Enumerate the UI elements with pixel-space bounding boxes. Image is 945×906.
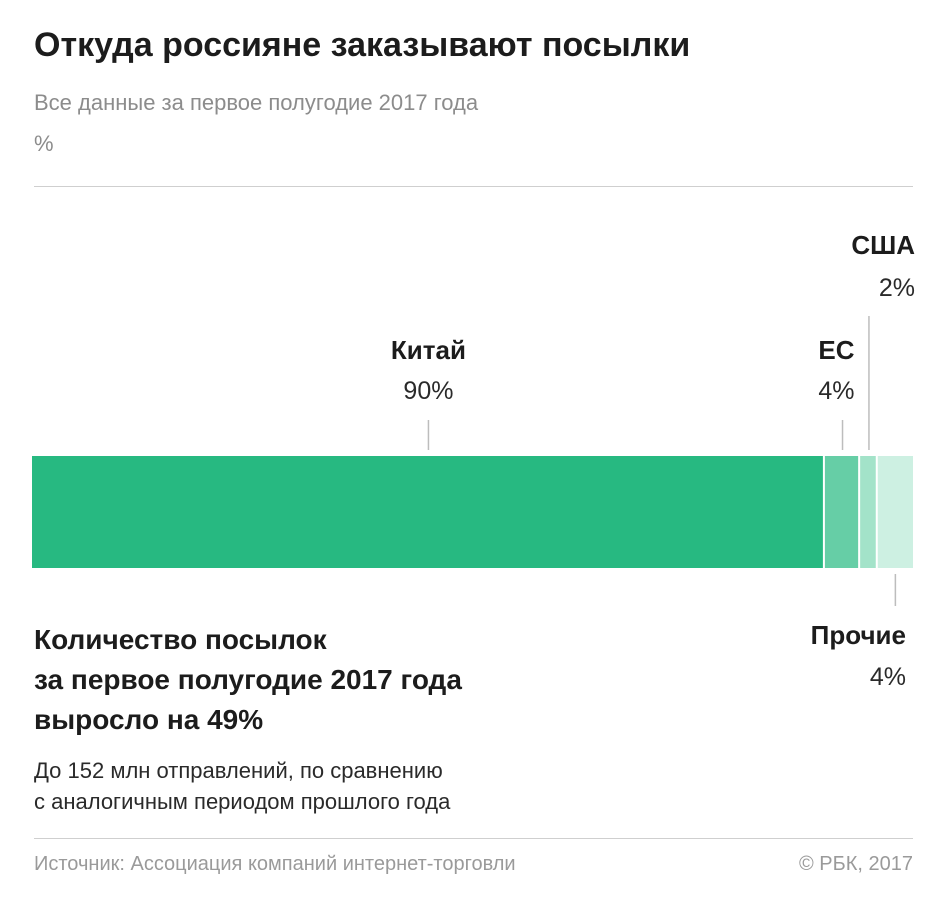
growth-description-line-2: с аналогичным периодом прошлого года [34,789,451,814]
bar-seg-3 [860,456,876,568]
growth-headline-line-2: за первое полугодие 2017 года [34,664,462,695]
segment-value-seg-2: 4% [818,377,854,405]
bottom-divider [34,838,913,839]
growth-headline: Количество посылок за первое полугодие 2… [34,620,462,740]
segment-name-seg-3: США [851,230,915,260]
segment-name-seg-4: Прочие [811,620,906,650]
chart-title: Откуда россияне заказывают посылки [34,26,691,64]
stacked-bar-chart: Китай 90% ЕС 4% США 2% Прочие 4% [32,230,915,691]
top-divider [34,186,913,187]
growth-description-line-1: До 152 млн отправлений, по сравнению [34,758,443,783]
segment-name-seg-1: Китай [391,335,466,365]
growth-headline-line-3: выросло на 49% [34,704,264,735]
growth-description: До 152 млн отправлений, по сравнению с а… [34,755,450,817]
bar-seg-4 [877,456,913,568]
segment-value-seg-4: 4% [870,663,906,691]
copyright: © РБК, 2017 [798,853,913,875]
chart-subtitle: Все данные за первое полугодие 2017 года [34,90,479,115]
bar-seg-2 [824,456,859,568]
bar-seg-1 [32,456,823,568]
growth-headline-line-1: Количество посылок [34,624,327,655]
unit-label: % [34,131,54,156]
segment-value-seg-3: 2% [879,274,915,302]
segment-name-seg-2: ЕС [818,335,854,365]
segment-value-seg-1: 90% [403,377,453,405]
source-note: Источник: Ассоциация компаний интернет-т… [34,853,516,875]
